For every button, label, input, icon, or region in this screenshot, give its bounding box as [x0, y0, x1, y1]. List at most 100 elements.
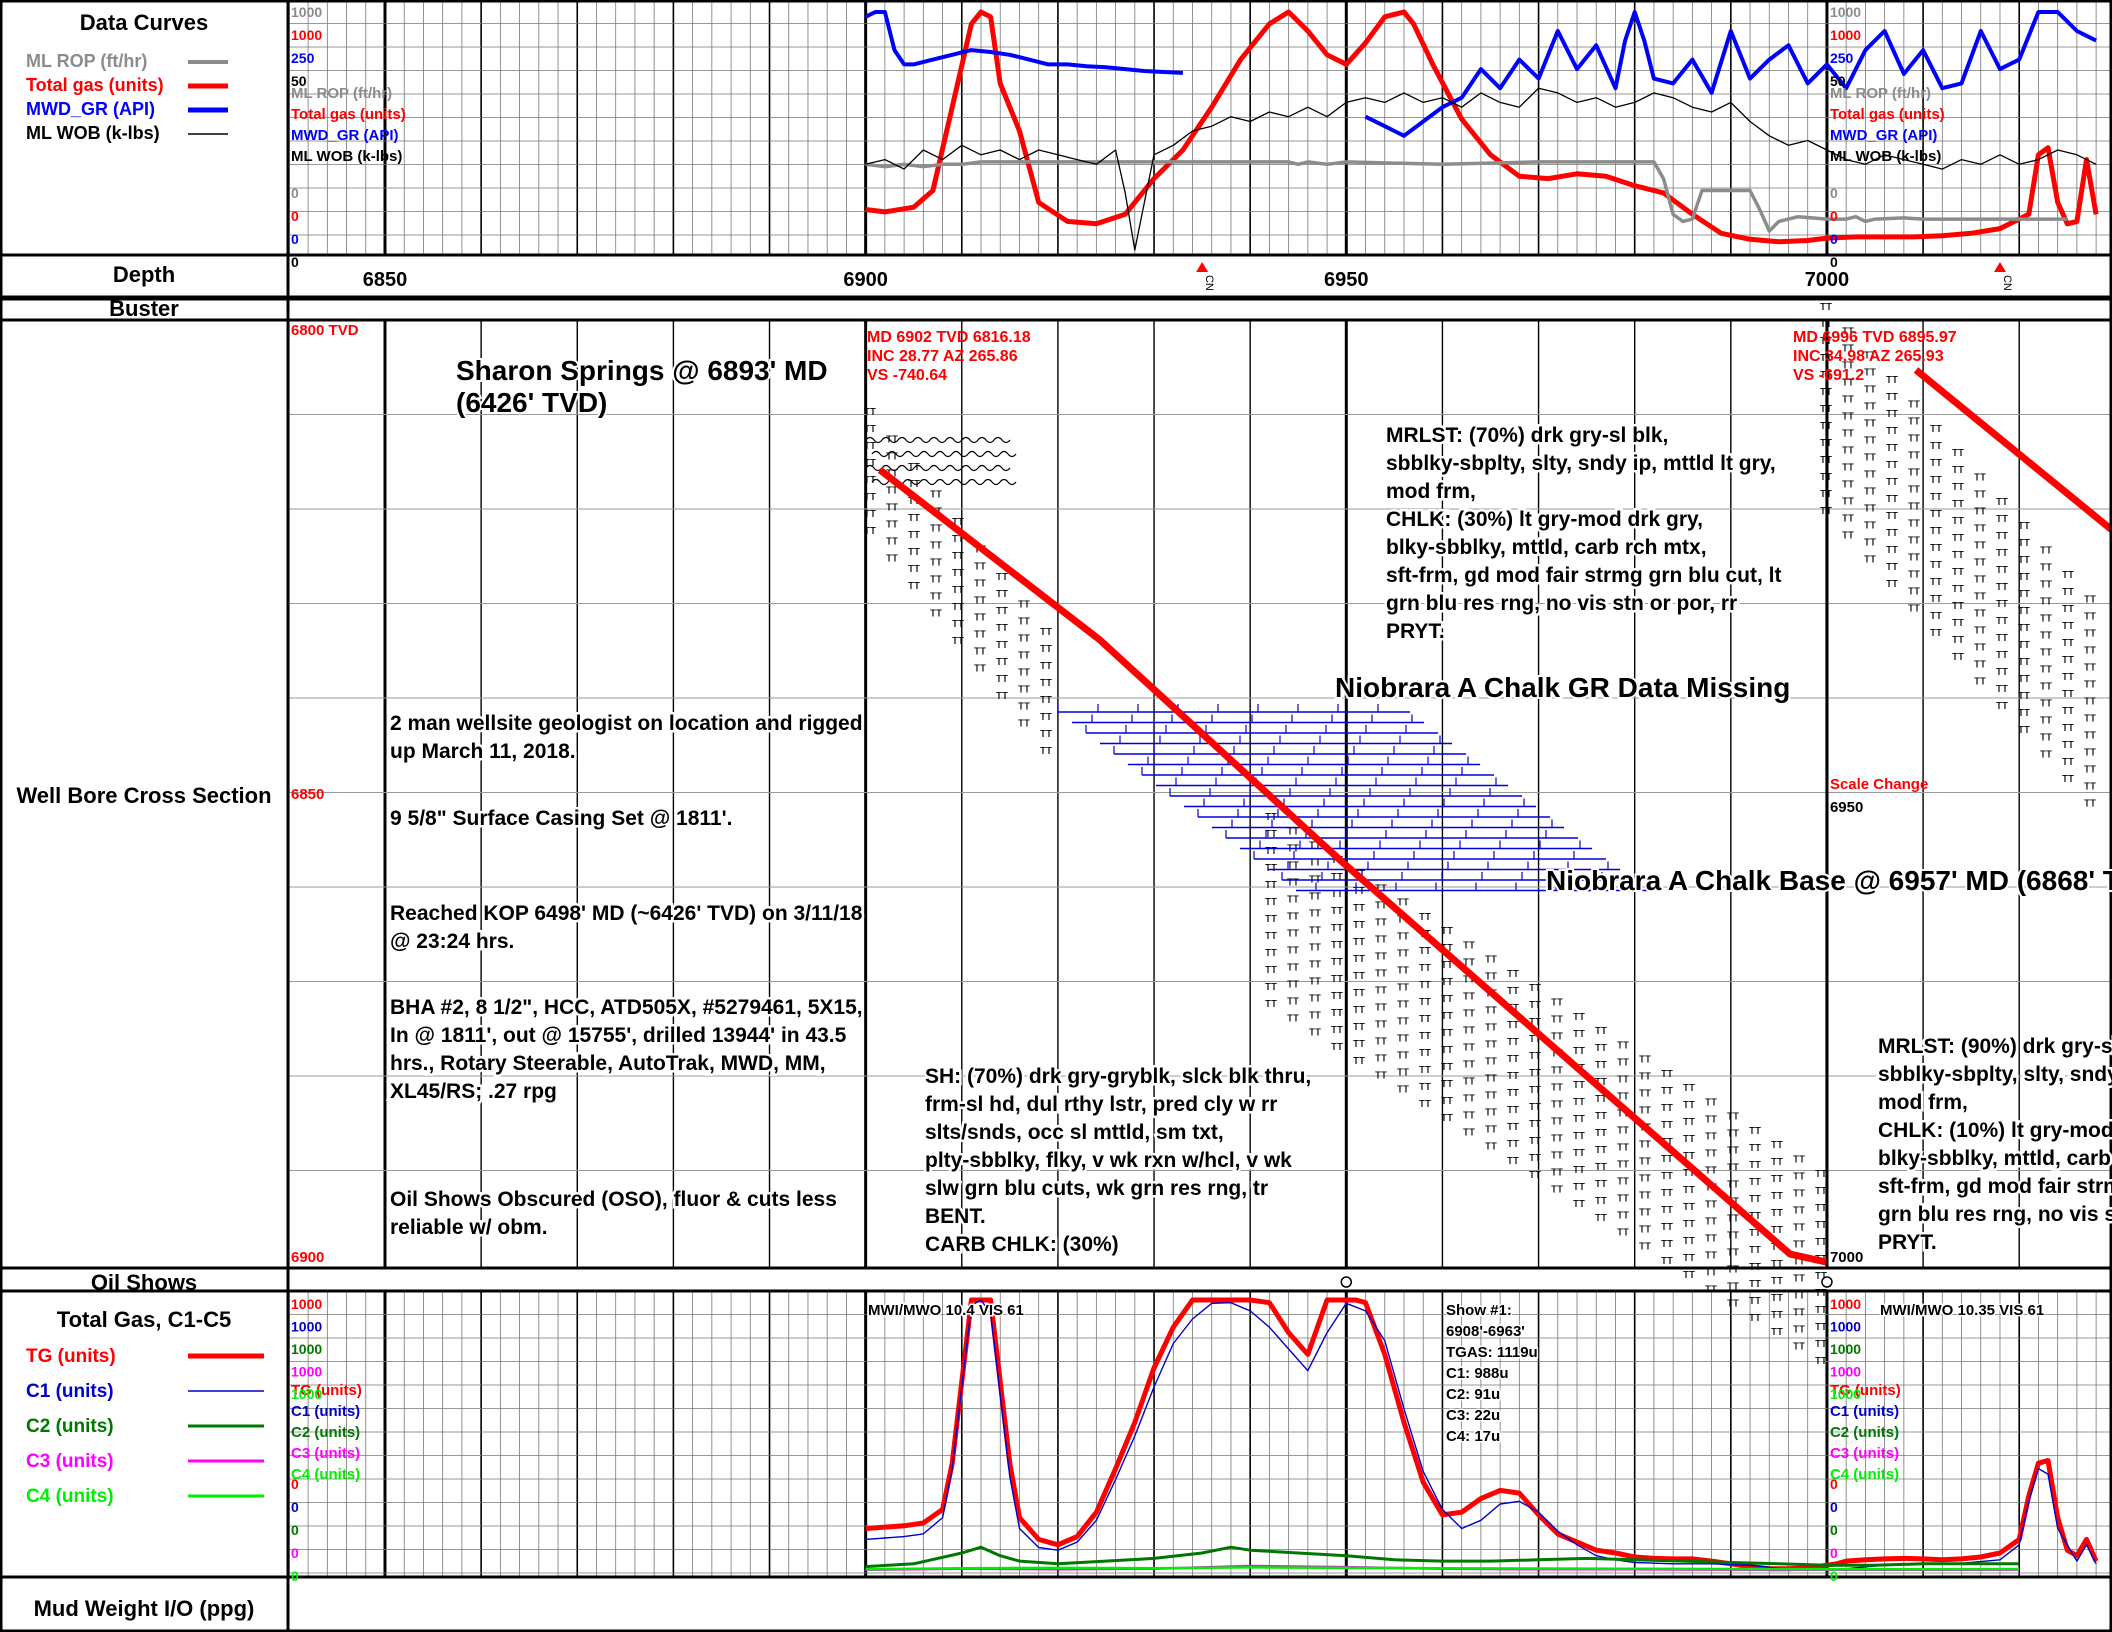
lithology-symbol: ᴛᴛ [1551, 1011, 1563, 1026]
lithology-symbol: ᴛᴛ [1820, 400, 1832, 415]
lithology-symbol: ᴛᴛ [1397, 928, 1409, 943]
scale-max-label: 250 [291, 50, 315, 66]
lithology-symbol: ᴛᴛ [1309, 905, 1321, 920]
scale-curve-label: ML WOB (k-lbs) [1830, 148, 1941, 165]
lithology-symbol: ᴛᴛ [2040, 627, 2052, 642]
lithology-symbol: ᴛᴛ [1265, 995, 1277, 1010]
lithology-wavy [935, 478, 953, 486]
lithology-symbol: ᴛᴛ [1820, 332, 1832, 347]
lithology-symbol: ᴛᴛ [1793, 1235, 1805, 1250]
lithology-symbol: ᴛᴛ [1265, 808, 1277, 823]
lithology-symbol: ᴛᴛ [952, 615, 964, 630]
scale-min-label: 0 [1830, 254, 1838, 270]
lithology-symbol: ᴛᴛ [1639, 1068, 1651, 1083]
lithology-symbol: ᴛᴛ [2084, 675, 2096, 690]
lithology-symbol: ᴛᴛ [1996, 680, 2008, 695]
lithology-symbol: ᴛᴛ [1573, 1144, 1585, 1159]
lithology-symbol: ᴛᴛ [1485, 968, 1497, 983]
scale-max-label: 1000 [291, 1386, 322, 1402]
lithology-symbol: ᴛᴛ [1375, 1049, 1387, 1064]
scale-min-label: 0 [291, 208, 299, 224]
lithology-symbol: ᴛᴛ [1617, 1189, 1629, 1204]
lithology-description-line: PRYT. [1386, 620, 1445, 643]
lithology-wavy [983, 478, 1001, 486]
show-annotation-line: TGAS: 1119u [1446, 1344, 1538, 1361]
scale-curve-label: TG (units) [1830, 1382, 1901, 1399]
lithology-symbol: ᴛᴛ [2062, 702, 2074, 717]
lithology-symbol: ᴛᴛ [1309, 973, 1321, 988]
lithology-symbol: ᴛᴛ [1771, 1255, 1783, 1270]
lithology-symbol: ᴛᴛ [1485, 1138, 1497, 1153]
lithology-symbol: ᴛᴛ [1820, 434, 1832, 449]
lithology-symbol: ᴛᴛ [1815, 1216, 1827, 1231]
lithology-wavy [881, 464, 899, 472]
lithology-symbol: ᴛᴛ [1793, 1337, 1805, 1352]
lithology-symbol: ᴛᴛ [1287, 839, 1299, 854]
scale-curve-label: C4 (units) [291, 1466, 360, 1483]
curve-total-gas-units- [865, 9, 2099, 245]
lithology-symbol: ᴛᴛ [1683, 1232, 1695, 1247]
lithology-wavy [983, 450, 1001, 458]
lithology-symbol: ᴛᴛ [2018, 653, 2030, 668]
scale-min-label: 0 [1830, 1499, 1838, 1515]
formation-top-label: Sharon Springs @ 6893' MD [456, 355, 828, 386]
lithology-wavy [929, 436, 947, 444]
lithology-symbol: ᴛᴛ [1952, 444, 1964, 459]
lithology-symbol: ᴛᴛ [1842, 424, 1854, 439]
lithology-symbol: ᴛᴛ [1820, 485, 1832, 500]
lithology-symbol: ᴛᴛ [1639, 1221, 1651, 1236]
lithology-symbol: ᴛᴛ [1683, 1147, 1695, 1162]
lithology-symbol: ᴛᴛ [1639, 1170, 1651, 1185]
lithology-description-line: blky-sbblky, mttld, carb rch mtx, [1878, 1147, 2112, 1170]
lithology-symbol: ᴛᴛ [1463, 1072, 1475, 1087]
lithology-symbol: ᴛᴛ [1397, 996, 1409, 1011]
lithology-symbol: ᴛᴛ [1595, 1090, 1607, 1105]
lithology-symbol: ᴛᴛ [1463, 1038, 1475, 1053]
lithology-symbol: ᴛᴛ [1441, 990, 1453, 1005]
lithology-symbol: ᴛᴛ [1974, 537, 1986, 552]
lithology-symbol: ᴛᴛ [1551, 1079, 1563, 1094]
lithology-symbol: ᴛᴛ [1683, 1215, 1695, 1230]
lithology-symbol: ᴛᴛ [2040, 576, 2052, 591]
lithology-symbol: ᴛᴛ [1952, 648, 1964, 663]
lithology-symbol: ᴛᴛ [1930, 556, 1942, 571]
lithology-symbol: ᴛᴛ [952, 513, 964, 528]
lithology-symbol: ᴛᴛ [1815, 1250, 1827, 1265]
lithology-symbol: ᴛᴛ [2084, 709, 2096, 724]
lithology-wavy [967, 450, 985, 458]
lithology-symbol: ᴛᴛ [1842, 356, 1854, 371]
lithology-symbol: ᴛᴛ [1705, 1127, 1717, 1142]
lithology-symbol: ᴛᴛ [1815, 1301, 1827, 1316]
lithology-symbol: ᴛᴛ [1529, 996, 1541, 1011]
lithology-symbol: ᴛᴛ [1595, 1073, 1607, 1088]
connection-marker-icon [1196, 262, 1209, 272]
lithology-symbol: ᴛᴛ [1040, 691, 1052, 706]
lithology-symbol: ᴛᴛ [952, 632, 964, 647]
grid-layer [288, 0, 2112, 1577]
lithology-symbol: ᴛᴛ [1595, 1022, 1607, 1037]
lithology-symbol: ᴛᴛ [1683, 1113, 1695, 1128]
lithology-symbol: ᴛᴛ [2084, 777, 2096, 792]
note-line: 9 5/8" Surface Casing Set @ 1811'. [390, 807, 732, 830]
lithology-symbol: ᴛᴛ [1930, 505, 1942, 520]
lithology-symbol: ᴛᴛ [1551, 1062, 1563, 1077]
lithology-symbol: ᴛᴛ [1353, 984, 1365, 999]
lithology-symbol: ᴛᴛ [1749, 1207, 1761, 1222]
lithology-wavy [871, 478, 889, 486]
lithology-symbol: ᴛᴛ [1952, 597, 1964, 612]
lithology-symbol: ᴛᴛ [908, 526, 920, 541]
scale-min-label: 0 [1830, 1568, 1838, 1584]
lithology-symbol: ᴛᴛ [1573, 1178, 1585, 1193]
scale-max-label: 1000 [1830, 27, 1861, 43]
lithology-wavy [897, 464, 915, 472]
scale-curve-label: ML WOB (k-lbs) [291, 148, 402, 165]
lithology-symbol: ᴛᴛ [974, 558, 986, 573]
connection-marker-icon: CN [1993, 262, 2013, 291]
lithology-symbol: ᴛᴛ [1419, 1010, 1431, 1025]
lithology-symbol: ᴛᴛ [1793, 1150, 1805, 1165]
lithology-symbol: ᴛᴛ [1661, 1218, 1673, 1233]
lithology-wavy [865, 436, 883, 444]
scale-curve-label: C1 (units) [291, 1403, 360, 1420]
lithology-symbol: ᴛᴛ [996, 687, 1008, 702]
